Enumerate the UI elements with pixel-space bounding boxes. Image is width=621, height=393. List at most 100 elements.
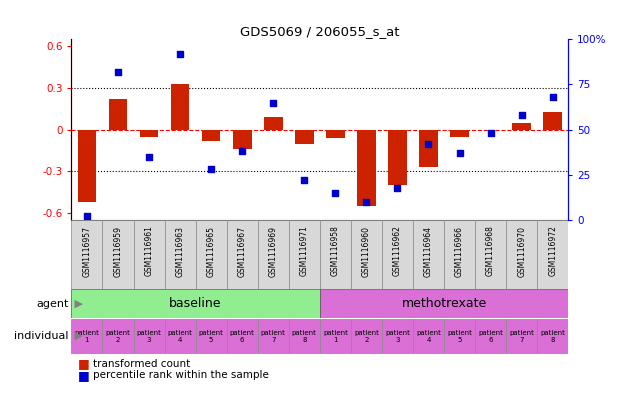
Bar: [351, 319, 382, 353]
Text: transformed count: transformed count: [93, 358, 191, 369]
Point: [548, 94, 558, 100]
Bar: [227, 220, 258, 289]
Bar: [196, 319, 227, 353]
Bar: [512, 123, 531, 130]
Text: patient
1: patient 1: [75, 329, 99, 343]
Bar: [351, 220, 382, 289]
Bar: [475, 220, 506, 289]
Bar: [413, 319, 444, 353]
Bar: [264, 117, 283, 130]
Bar: [78, 130, 96, 202]
Text: patient
5: patient 5: [447, 329, 472, 343]
Bar: [413, 220, 444, 289]
Text: GSM1116964: GSM1116964: [424, 226, 433, 277]
Point: [206, 166, 216, 173]
Bar: [450, 130, 469, 137]
Bar: [227, 319, 258, 353]
Text: patient
2: patient 2: [354, 329, 379, 343]
Bar: [537, 319, 568, 353]
Point: [392, 184, 402, 191]
Bar: [326, 130, 345, 138]
Text: patient
6: patient 6: [230, 329, 255, 343]
Title: GDS5069 / 206055_s_at: GDS5069 / 206055_s_at: [240, 25, 399, 38]
Bar: [320, 289, 568, 318]
Point: [268, 99, 278, 106]
Text: patient
4: patient 4: [168, 329, 193, 343]
Bar: [165, 319, 196, 353]
Bar: [196, 220, 227, 289]
Bar: [102, 220, 134, 289]
Bar: [71, 289, 320, 318]
Point: [299, 177, 309, 184]
Text: individual: individual: [14, 331, 68, 341]
Bar: [134, 319, 165, 353]
Point: [517, 112, 527, 118]
Bar: [258, 220, 289, 289]
Bar: [506, 220, 537, 289]
Text: GSM1116965: GSM1116965: [207, 226, 215, 277]
Text: agent: agent: [36, 299, 68, 309]
Text: percentile rank within the sample: percentile rank within the sample: [93, 370, 269, 380]
Bar: [289, 220, 320, 289]
Bar: [171, 84, 189, 130]
Text: GSM1116971: GSM1116971: [300, 226, 309, 276]
Text: patient
2: patient 2: [106, 329, 130, 343]
Text: baseline: baseline: [170, 297, 222, 310]
Point: [237, 148, 247, 154]
Point: [330, 190, 340, 196]
Point: [113, 69, 123, 75]
Bar: [537, 220, 568, 289]
Bar: [382, 220, 413, 289]
Text: GSM1116961: GSM1116961: [145, 226, 153, 276]
Text: patient
7: patient 7: [261, 329, 286, 343]
Text: methotrexate: methotrexate: [401, 297, 487, 310]
Bar: [295, 130, 314, 143]
Bar: [71, 319, 102, 353]
Bar: [289, 319, 320, 353]
Point: [361, 199, 371, 205]
Text: patient
8: patient 8: [292, 329, 317, 343]
Text: ▶: ▶: [71, 331, 83, 341]
Bar: [134, 220, 165, 289]
Point: [144, 154, 154, 160]
Point: [486, 130, 496, 136]
Text: GSM1116967: GSM1116967: [238, 226, 247, 277]
Bar: [165, 220, 196, 289]
Text: ▶: ▶: [71, 299, 83, 309]
Bar: [543, 112, 562, 130]
Text: patient
8: patient 8: [540, 329, 565, 343]
Text: GSM1116966: GSM1116966: [455, 226, 464, 277]
Text: patient
1: patient 1: [323, 329, 348, 343]
Point: [175, 51, 185, 57]
Text: GSM1116972: GSM1116972: [548, 226, 557, 276]
Text: GSM1116969: GSM1116969: [269, 226, 278, 277]
Text: patient
4: patient 4: [416, 329, 441, 343]
Text: patient
7: patient 7: [509, 329, 534, 343]
Text: GSM1116970: GSM1116970: [517, 226, 526, 277]
Bar: [258, 319, 289, 353]
Bar: [357, 130, 376, 206]
Text: patient
3: patient 3: [137, 329, 161, 343]
Text: GSM1116959: GSM1116959: [114, 226, 122, 277]
Bar: [140, 130, 158, 137]
Bar: [475, 319, 506, 353]
Point: [82, 213, 92, 220]
Bar: [320, 319, 351, 353]
Bar: [233, 130, 252, 149]
Bar: [444, 220, 475, 289]
Bar: [320, 220, 351, 289]
Bar: [444, 319, 475, 353]
Text: patient
5: patient 5: [199, 329, 224, 343]
Point: [455, 150, 465, 156]
Text: patient
3: patient 3: [385, 329, 410, 343]
Bar: [109, 99, 127, 130]
Point: [424, 141, 433, 147]
Bar: [202, 130, 220, 141]
Text: GSM1116968: GSM1116968: [486, 226, 495, 276]
Bar: [388, 130, 407, 185]
Bar: [382, 319, 413, 353]
Bar: [71, 220, 102, 289]
Bar: [419, 130, 438, 167]
Bar: [102, 319, 134, 353]
Text: GSM1116962: GSM1116962: [393, 226, 402, 276]
